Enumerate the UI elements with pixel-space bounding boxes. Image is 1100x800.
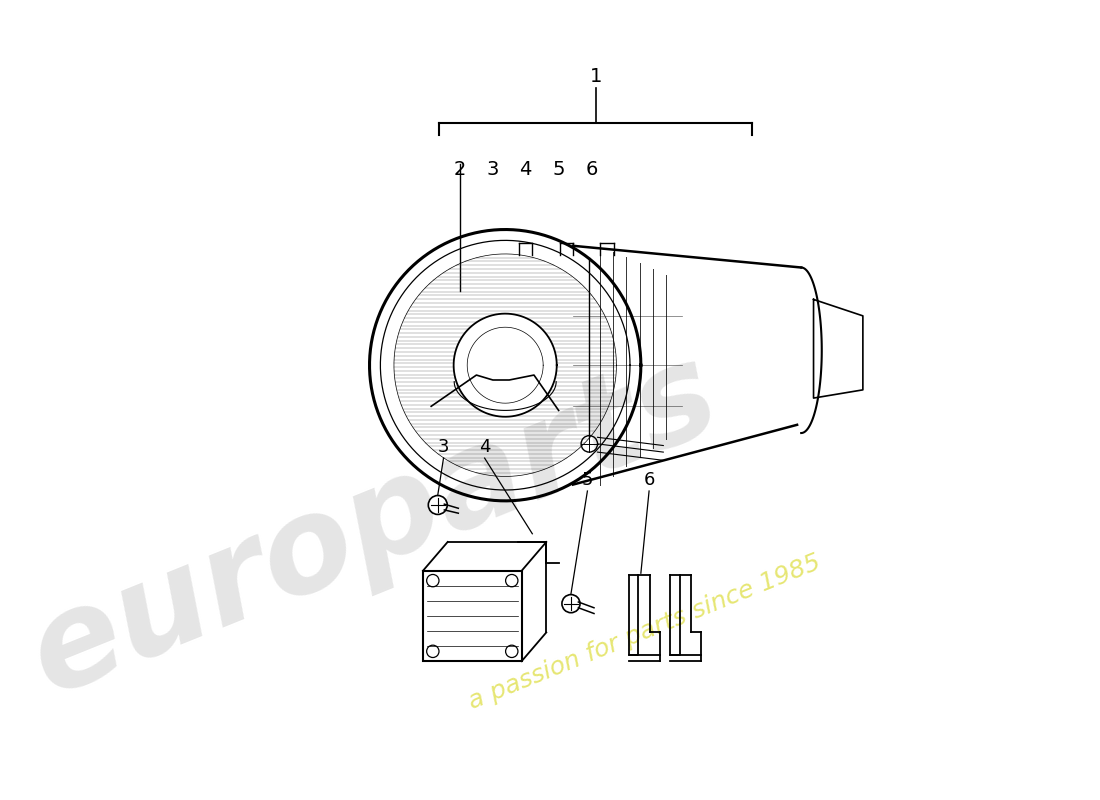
Text: a passion for parts since 1985: a passion for parts since 1985 [465,550,825,714]
Text: 5: 5 [582,470,593,489]
Text: 6: 6 [644,470,654,489]
Text: 5: 5 [552,160,565,178]
Text: 3: 3 [438,438,449,456]
Text: 6: 6 [585,160,597,178]
Text: europarts: europarts [11,330,736,721]
Text: 4: 4 [519,160,532,178]
Text: 2: 2 [454,160,466,178]
Text: 1: 1 [590,66,602,86]
Circle shape [428,495,448,514]
Circle shape [562,594,580,613]
Bar [424,570,521,662]
Text: 3: 3 [486,160,499,178]
Text: 4: 4 [478,438,491,456]
